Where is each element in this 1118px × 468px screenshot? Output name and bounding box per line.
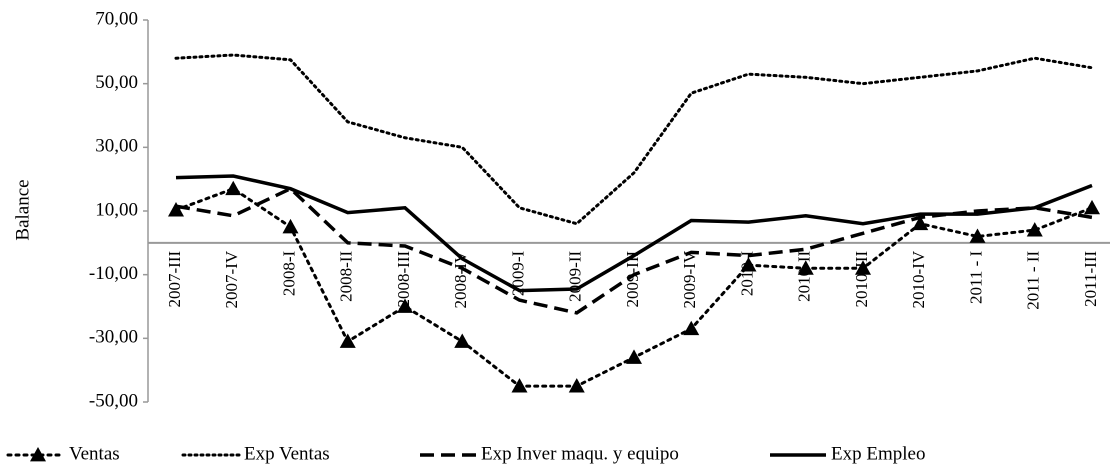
series-marker [168,202,184,217]
x-tick-label: 2008-III [394,251,413,308]
x-tick-label: 2010-II [795,250,814,301]
x-tick-label: 2010-I [737,251,756,297]
y-tick-label: 10,00 [95,199,138,220]
x-tick-label: 2009-III [623,251,642,308]
series-marker [626,349,642,364]
series-marker [568,378,585,393]
y-tick-label: -30,00 [89,327,138,348]
series-marker [740,257,757,272]
series-marker [339,333,356,348]
series-marker [454,333,471,348]
legend-label: Exp Ventas [244,443,330,464]
series-marker [912,215,929,231]
x-tick-label: 2011 - I [966,251,985,305]
y-axis-label: Balance [12,179,33,240]
series-marker [1026,222,1043,237]
legend-marker [30,447,46,462]
x-tick-label: 2011 - II [1024,251,1043,310]
legend-label: Exp Inver maqu. y equipo [481,443,679,464]
x-tick-label: 2008-IV [451,250,470,308]
series-line [175,174,1093,293]
y-tick-label: -10,00 [89,263,138,284]
series-marker [225,180,242,196]
x-tick-label: 2007-IV [222,250,241,308]
series-marker [969,228,986,243]
y-tick-label: 30,00 [95,136,138,157]
legend-label: Exp Empleo [831,443,925,464]
legend-label: Ventas [69,443,120,464]
x-tick-label: 2009-I [508,251,527,297]
x-tick-label: 2011-III [1081,250,1100,306]
y-tick-label: -50,00 [89,390,138,411]
x-tick-label: 2009-II [566,250,585,301]
series-marker [511,378,528,393]
y-tick-label: 50,00 [95,72,138,93]
y-tick-label: 70,00 [95,8,138,29]
series-marker [797,260,814,275]
series-marker [1084,199,1100,215]
x-tick-label: 2010-III [852,251,871,308]
series-marker [397,298,413,313]
x-tick-label: 2008-II [337,250,356,301]
series-line [174,53,1094,226]
series-marker [282,218,299,234]
x-tick-label: 2010-IV [909,250,928,308]
x-tick-label: 2008-I [279,251,298,297]
series-marker [855,260,871,275]
x-tick-label: 2007-III [165,251,184,308]
x-tick-label: 2009-IV [680,250,699,308]
series-marker [683,320,700,336]
